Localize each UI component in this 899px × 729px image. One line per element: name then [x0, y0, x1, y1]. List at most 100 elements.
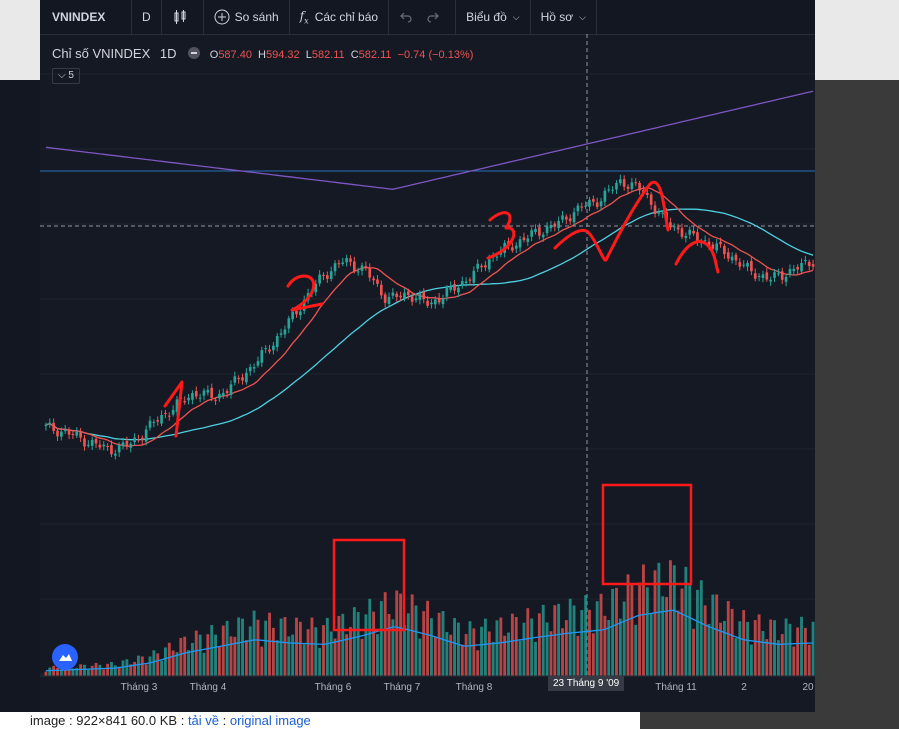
volume-bar — [695, 589, 699, 676]
volume-bar — [676, 610, 680, 676]
candle-body — [191, 393, 194, 400]
volume-bar — [549, 631, 553, 676]
candle-body — [218, 393, 221, 399]
change-value: −0.74 (−0.13%) — [397, 49, 474, 61]
volume-bar — [545, 622, 549, 676]
chart-canvas[interactable]: Tháng 3 Tháng 4 Tháng 6 Tháng 7 Tháng 8 Tháng… — [40, 34, 815, 712]
candle-body — [245, 372, 248, 383]
candle-body — [422, 291, 426, 300]
candle-body — [595, 202, 599, 207]
indicators-button[interactable]: fx Các chỉ báo — [290, 0, 390, 34]
interval-button[interactable]: D — [132, 0, 162, 34]
candle-body — [676, 227, 680, 230]
candle-body — [129, 443, 133, 448]
candle-body — [449, 285, 453, 290]
candle-body — [368, 267, 372, 278]
compare-button[interactable]: So sánh — [204, 0, 290, 34]
volume-bar — [607, 619, 611, 676]
candle-body — [723, 245, 726, 255]
volume-bar — [507, 632, 510, 676]
volume-bar — [757, 614, 761, 676]
volume-bar — [657, 562, 661, 676]
chart-menu-button[interactable]: Biểu đồ ⌵ — [456, 0, 531, 34]
candle-body — [545, 226, 549, 234]
candle-body — [538, 227, 541, 236]
candle-body — [160, 414, 163, 424]
indicator-collapse-button[interactable]: ⌵ 5 — [52, 68, 80, 84]
candle-body — [441, 298, 445, 305]
candle-body — [599, 201, 603, 207]
volume-bar — [530, 618, 534, 676]
volume-bar — [468, 621, 472, 676]
volume-bar — [503, 635, 507, 676]
volume-bar — [264, 620, 268, 676]
legend-interval: 1D — [159, 46, 177, 61]
candle-body — [233, 376, 237, 383]
candle-body — [264, 348, 267, 350]
chart-window: VNINDEX D So sánh fx Các chỉ báo Biểu đồ… — [40, 0, 815, 712]
volume-bar — [626, 574, 630, 676]
candle-body — [314, 283, 318, 293]
volume-bar — [472, 628, 476, 676]
volume-bar — [615, 587, 618, 676]
candle-body — [777, 273, 780, 275]
volume-bar — [803, 627, 807, 676]
tradingview-logo[interactable] — [52, 644, 78, 670]
volume-bar — [241, 618, 244, 676]
volume-bar — [445, 632, 449, 676]
candle-style-button[interactable] — [162, 0, 204, 34]
volume-bar — [722, 620, 726, 676]
candle-body — [426, 300, 429, 306]
annotation-stroke-2 — [286, 274, 324, 312]
undo-button[interactable] — [389, 0, 422, 34]
volume-bar — [796, 627, 800, 676]
fx-icon: fx — [299, 8, 309, 26]
symbol-search[interactable]: VNINDEX — [40, 0, 132, 34]
redo-button[interactable] — [422, 0, 457, 34]
candle-body — [568, 218, 572, 222]
candle-body — [241, 377, 244, 381]
volume-bar — [510, 613, 514, 676]
candle-body — [248, 366, 252, 372]
candle-body — [48, 422, 52, 425]
volume-bar — [761, 631, 765, 676]
background-chart-left — [0, 80, 40, 729]
volume-bar — [156, 653, 160, 676]
candle-body — [79, 431, 82, 438]
candle-body — [333, 263, 337, 272]
annotation-stroke-1 — [163, 380, 184, 438]
volume-bar — [480, 626, 483, 676]
candle-body — [183, 401, 187, 403]
candle-body — [287, 318, 291, 329]
ma-long-line — [45, 90, 814, 190]
volume-bar — [669, 560, 672, 676]
volume-bar — [399, 593, 403, 676]
candle-body — [572, 212, 576, 223]
download-link[interactable]: tải về — [187, 713, 220, 728]
original-image-link[interactable]: original image — [229, 713, 311, 728]
volume-bar — [63, 665, 67, 676]
volume-bar — [214, 634, 217, 676]
volume-bar — [179, 637, 183, 676]
legend-toggle-icon[interactable] — [188, 47, 201, 59]
candle-body — [379, 284, 383, 296]
candle-body — [468, 279, 472, 281]
volume-bar — [125, 659, 129, 676]
volume-bar — [580, 610, 584, 676]
x-tick-label: 2 — [741, 682, 747, 693]
x-tick-label: Tháng 6 — [315, 682, 352, 693]
volume-bar — [210, 625, 214, 676]
candle-body — [106, 445, 109, 447]
annotation-arc-1 — [553, 229, 607, 262]
candle-body — [487, 259, 491, 270]
volume-bar — [175, 652, 179, 676]
volume-bar — [661, 596, 665, 676]
profile-button[interactable]: Hồ sơ ⌵ — [531, 0, 597, 34]
volume-bar — [318, 647, 322, 676]
candle-body — [719, 241, 722, 245]
volume-bar — [649, 613, 653, 676]
volume-bar — [368, 598, 372, 676]
candle-body — [403, 292, 406, 299]
candle-body — [117, 444, 121, 453]
volume-bar — [256, 619, 260, 676]
